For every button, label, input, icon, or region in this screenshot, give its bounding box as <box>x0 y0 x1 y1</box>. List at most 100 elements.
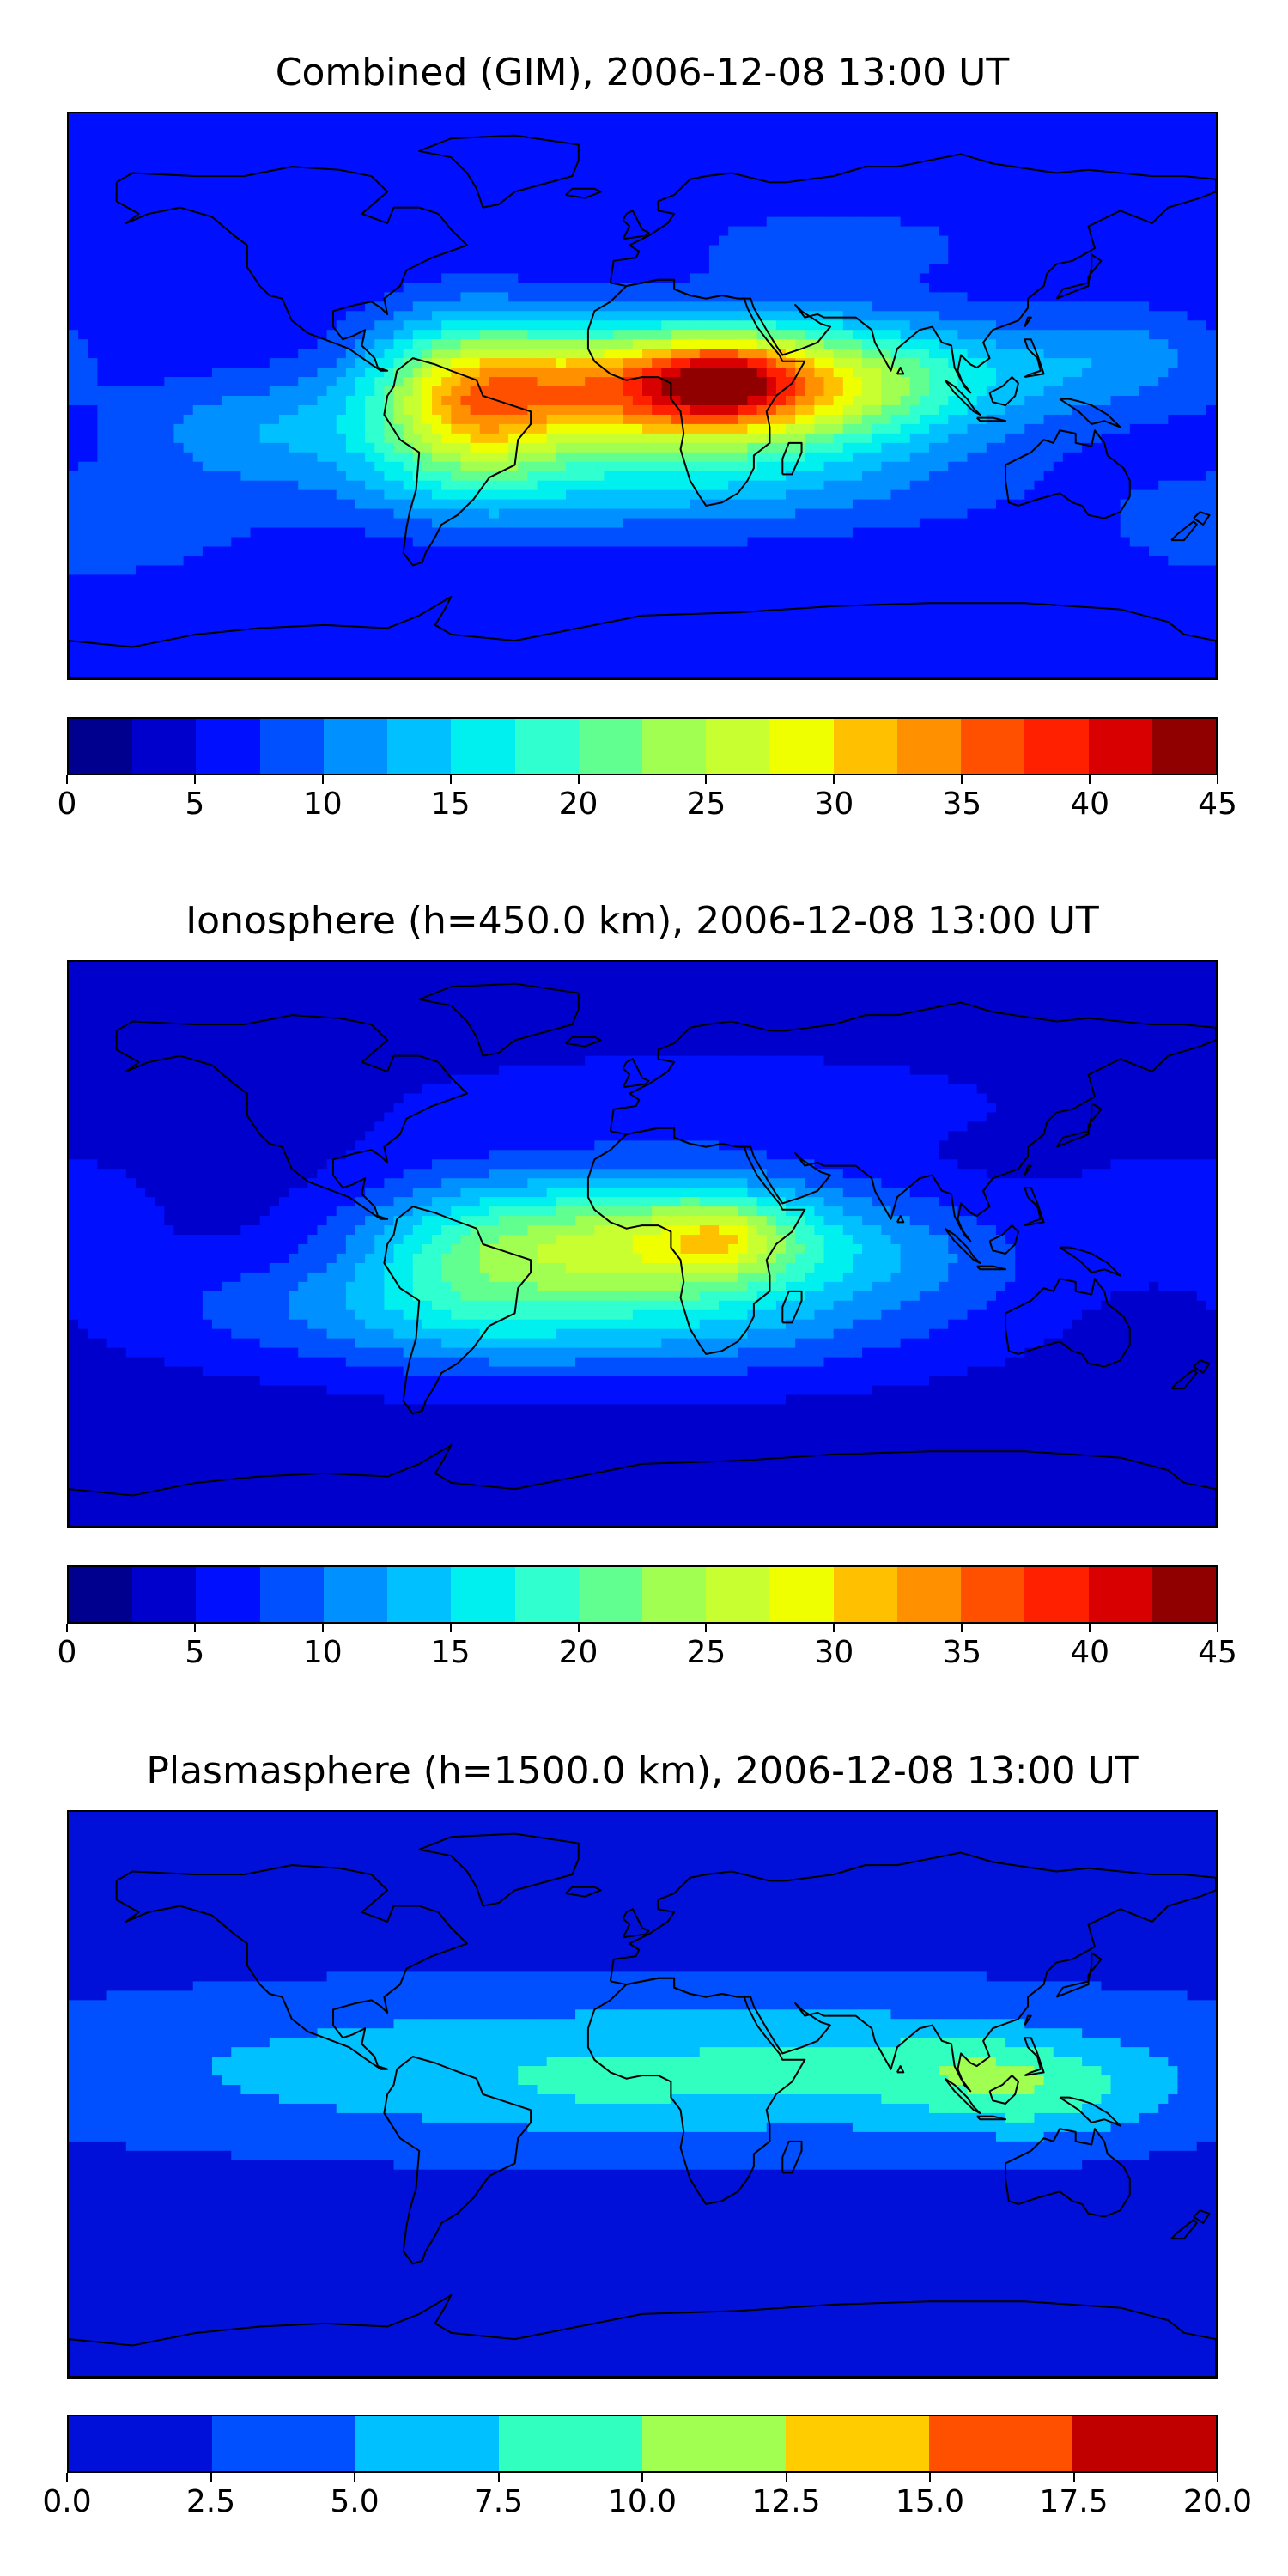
coastline <box>117 167 467 371</box>
coastline <box>782 1291 801 1323</box>
colorbar-segment <box>387 1567 452 1622</box>
coastline <box>1024 339 1043 377</box>
colorbar-segment <box>641 719 707 774</box>
coastline <box>977 418 1005 422</box>
panel-title: Plasmasphere (h=1500.0 km), 2006-12-08 1… <box>67 1750 1218 1793</box>
coastline <box>990 377 1018 405</box>
colorbar-tick-label: 35 <box>893 787 1030 822</box>
coastline <box>1194 2210 1210 2223</box>
coastline <box>1056 255 1101 299</box>
coastlines <box>69 984 1216 1527</box>
colorbar-tick-label: 10 <box>254 1636 392 1670</box>
coastline <box>990 1225 1018 1254</box>
colorbar-segment <box>259 719 324 774</box>
coastline <box>1171 2220 1197 2239</box>
colorbar-segment <box>514 719 579 774</box>
colorbar-segment <box>132 1567 197 1622</box>
colorbar-tick-label: 20 <box>510 1636 647 1670</box>
coastline <box>384 1206 531 1413</box>
colorbar-segment <box>499 2416 642 2471</box>
colorbar-tick-label: 10.0 <box>574 2485 711 2519</box>
colorbar-tick-label: 12.5 <box>718 2485 855 2519</box>
coastline <box>384 2057 531 2263</box>
coastline <box>1024 1188 1043 1225</box>
tec-field <box>69 1812 1216 2377</box>
colorbar-segment <box>578 719 642 774</box>
coastline <box>945 380 981 415</box>
coastline <box>897 368 903 374</box>
coastline <box>897 1216 903 1222</box>
coastline <box>990 2075 1018 2104</box>
colorbar-segment <box>706 719 770 774</box>
tec-map <box>67 112 1218 680</box>
colorbar-segment <box>578 1567 642 1622</box>
colorbar <box>67 2415 1218 2473</box>
colorbar-segment <box>69 719 133 774</box>
coastline <box>945 2079 981 2113</box>
colorbar-tick-label: 7.5 <box>430 2485 568 2519</box>
tec-field <box>69 113 1216 678</box>
coastline <box>1005 2129 1130 2216</box>
coastline <box>69 2295 1216 2377</box>
colorbar-segment <box>769 1567 834 1622</box>
colorbar-tick-label: 15 <box>382 787 519 822</box>
colorbar-segment <box>1088 1567 1152 1622</box>
colorbar-segment <box>769 719 834 774</box>
coastline <box>69 1445 1216 1527</box>
colorbar-tick-label: 40 <box>1021 787 1158 822</box>
colorbar-tick-label: 30 <box>765 1636 902 1670</box>
map-svg <box>69 962 1216 1527</box>
colorbar-tick-label: 30 <box>765 787 902 822</box>
colorbar-tick-label: 10 <box>254 787 392 822</box>
colorbar-segment <box>196 719 260 774</box>
coastlines <box>69 1834 1216 2377</box>
coastline <box>1056 1953 1101 1997</box>
colorbar-tick-label: 25 <box>637 1636 775 1670</box>
colorbar-segment <box>706 1567 770 1622</box>
coastline <box>1056 1103 1101 1147</box>
colorbar-segment <box>323 719 388 774</box>
tec-map <box>67 1810 1218 2379</box>
colorbar-tick-label: 35 <box>893 1636 1030 1670</box>
colorbar-segment <box>1072 2416 1216 2471</box>
colorbar-tick-label: 5 <box>126 1636 264 1670</box>
colorbar-segment <box>355 2416 499 2471</box>
coastline <box>566 1887 601 1897</box>
coastline <box>1194 512 1210 525</box>
coastline <box>1024 318 1030 327</box>
coastline <box>588 1978 805 2204</box>
colorbar-segment <box>69 2416 212 2471</box>
coastline <box>611 1853 1216 2092</box>
colorbar-segment <box>514 1567 579 1622</box>
colorbar-segment <box>387 719 452 774</box>
coastline <box>566 1037 601 1047</box>
colorbar-segment <box>1024 1567 1089 1622</box>
coastline <box>1024 2038 1043 2075</box>
colorbar-tick-label: 40 <box>1021 1636 1158 1670</box>
colorbar-segment <box>69 1567 133 1622</box>
colorbar-tick-label: 17.5 <box>1005 2485 1143 2519</box>
colorbar-segment <box>833 719 897 774</box>
colorbar-tick-label: 20.0 <box>1149 2485 1286 2519</box>
colorbar-ticks: 0 5 10 15 20 25 30 35 40 45 <box>58 775 1237 827</box>
colorbar-segment <box>323 1567 388 1622</box>
colorbar-tick-label: 5 <box>126 787 264 822</box>
colorbar-tick-label: 0 <box>15 787 118 822</box>
coastline <box>1060 2098 1121 2126</box>
coastline <box>945 1229 981 1263</box>
coastline <box>1024 2016 1030 2026</box>
colorbar-ticks: 0.0 2.5 5.0 7.5 10.0 12.5 15.0 17.5 20.0 <box>42 2473 1252 2524</box>
colorbar-tick-label: 15.0 <box>861 2485 999 2519</box>
coastline <box>897 2066 903 2072</box>
colorbar-segment <box>641 1567 707 1622</box>
colorbar-segment <box>896 1567 962 1622</box>
coastline <box>611 1003 1216 1242</box>
tec-field <box>69 962 1216 1527</box>
colorbar-segment <box>642 2416 786 2471</box>
colorbar-tick-label: 2.5 <box>143 2485 280 2519</box>
coastline <box>419 1834 579 1906</box>
coastline <box>588 280 805 506</box>
coastline <box>566 189 601 198</box>
coastline <box>1171 521 1197 540</box>
coastline <box>419 136 579 208</box>
